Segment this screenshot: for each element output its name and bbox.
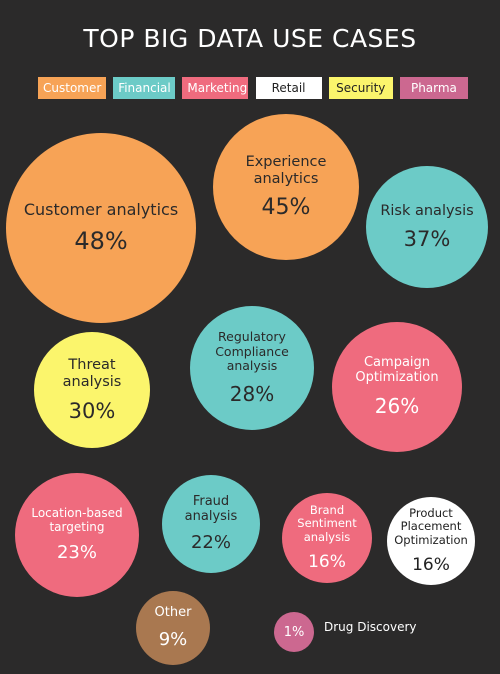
- legend-item-pharma: Pharma: [399, 77, 468, 99]
- bubble-label: Location-based targeting: [31, 505, 123, 534]
- bubble-value: 30%: [68, 398, 116, 423]
- bubble-label: Fraud analysis: [184, 493, 238, 524]
- bubble-label: Campaign Optimization: [355, 355, 439, 385]
- bubble-location-based-targeting: Location-based targeting 23%: [15, 473, 139, 597]
- legend-item-customer: Customer: [38, 77, 106, 99]
- legend-item-security: Security: [328, 77, 393, 99]
- bubble-label: Experience analytics: [245, 153, 327, 187]
- bubble-risk-analysis: Risk analysis 37%: [366, 166, 488, 288]
- legend-item-retail: Retail: [255, 77, 322, 99]
- bubble-brand-sentiment: Brand Sentiment analysis 16%: [282, 493, 372, 583]
- bubble-value: 16%: [308, 551, 346, 572]
- bubble-other: Other 9%: [136, 591, 210, 665]
- bubble-value: 22%: [190, 532, 231, 554]
- bubble-label: Other: [154, 605, 192, 621]
- bubble-label: Risk analysis: [380, 202, 474, 219]
- bubble-threat-analysis: Threat analysis 30%: [34, 332, 150, 448]
- bubble-value: 23%: [56, 542, 97, 564]
- bubble-label: Threat analysis: [62, 357, 122, 390]
- bubble-label: Product Placement Optimization: [394, 506, 468, 547]
- bubble-drug-discovery: 1%: [274, 612, 314, 652]
- bubble-experience-analytics: Experience analytics 45%: [213, 114, 359, 260]
- bubble-value: 37%: [403, 227, 451, 252]
- bubble-value: 28%: [229, 381, 275, 406]
- bubble-value: 16%: [412, 554, 450, 575]
- bubble-value: 9%: [158, 628, 188, 650]
- bubble-customer-analytics: Customer analytics 48%: [6, 133, 196, 323]
- bubble-campaign-optimization: Campaign Optimization 26%: [332, 322, 462, 452]
- bubble-value: 45%: [261, 195, 311, 221]
- bubble-value: 26%: [374, 393, 420, 418]
- drug-discovery-label: Drug Discovery: [324, 620, 417, 634]
- legend-item-financial: Financial: [113, 77, 176, 99]
- bubble-product-placement: Product Placement Optimization 16%: [387, 497, 475, 585]
- bubble-fraud-analysis: Fraud analysis 22%: [162, 475, 260, 573]
- bubble-value: 48%: [74, 227, 128, 256]
- bubble-label: Brand Sentiment analysis: [297, 503, 357, 544]
- bubble-value: 1%: [283, 624, 305, 640]
- page-title: TOP BIG DATA USE CASES: [83, 24, 417, 53]
- legend-item-marketing: Marketing: [182, 77, 249, 99]
- legend: Customer Financial Marketing Retail Secu…: [38, 77, 468, 99]
- bubble-label: Regulatory Compliance analysis: [215, 329, 289, 374]
- bubble-label: Customer analytics: [23, 199, 179, 219]
- bubble-regulatory-compliance: Regulatory Compliance analysis 28%: [190, 306, 314, 430]
